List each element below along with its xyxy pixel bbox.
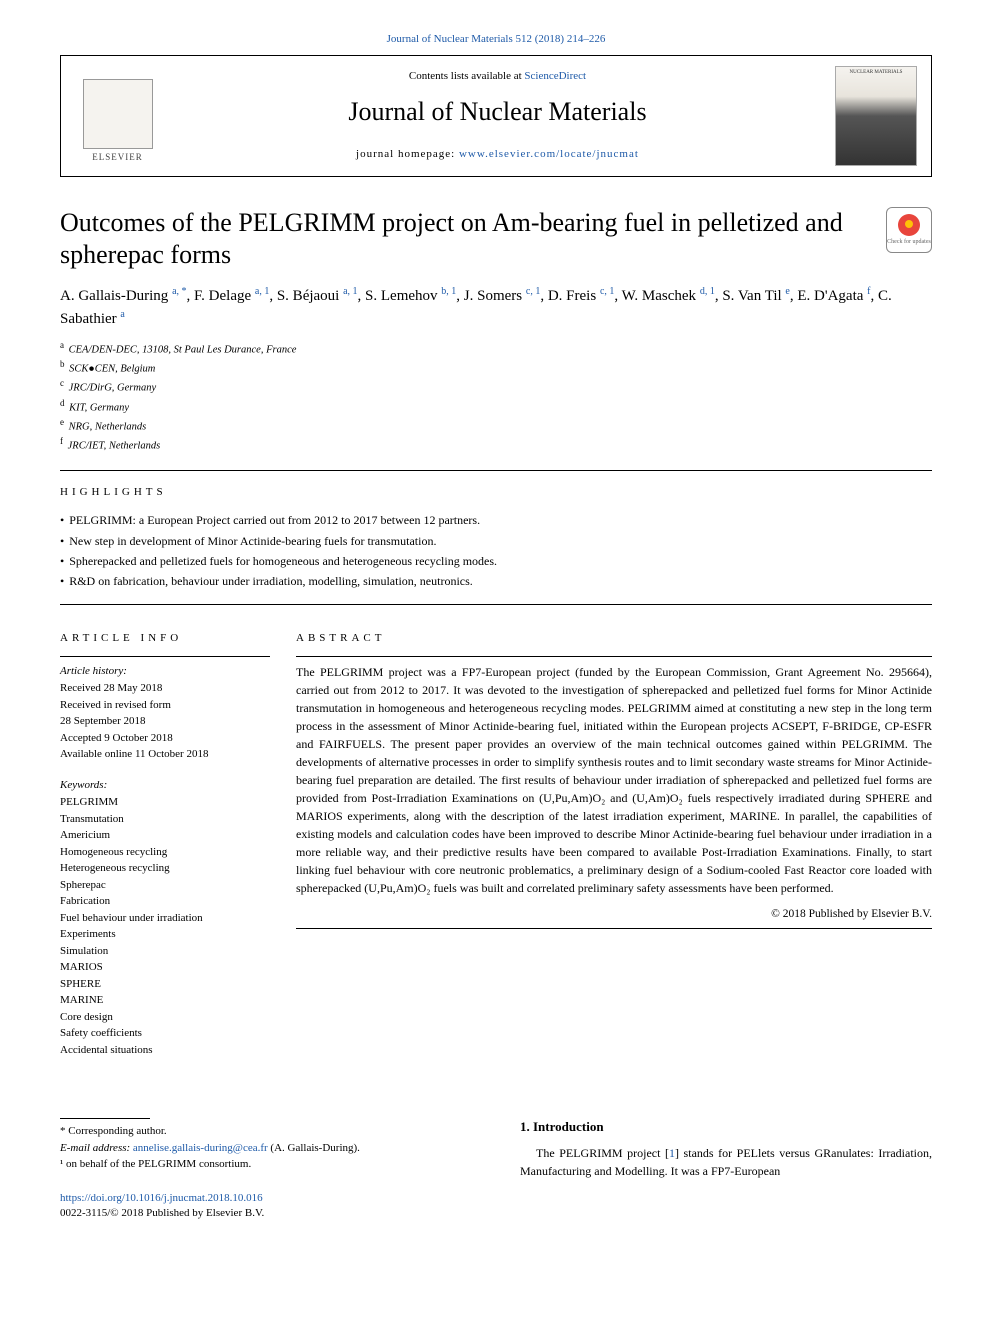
keyword: Core design — [60, 1009, 270, 1026]
journal-citation: Journal of Nuclear Materials 512 (2018) … — [60, 32, 932, 47]
consortium-note: ¹ on behalf of the PELGRIMM consortium. — [60, 1156, 480, 1173]
abstract-heading: ABSTRACT — [296, 631, 932, 646]
article-info-col: ARTICLE INFO Article history: Received 2… — [60, 617, 270, 1058]
keyword: Spherepac — [60, 877, 270, 894]
keyword: Accidental situations — [60, 1042, 270, 1059]
email-link[interactable]: annelise.gallais-during@cea.fr — [133, 1142, 268, 1154]
corresponding-author: * Corresponding author. — [60, 1123, 480, 1140]
affiliations: a CEA/DEN-DEC, 13108, St Paul Les Duranc… — [60, 339, 932, 455]
history-line: Available online 11 October 2018 — [60, 746, 270, 763]
highlight-item: PELGRIMM: a European Project carried out… — [60, 510, 932, 530]
affiliation: a CEA/DEN-DEC, 13108, St Paul Les Duranc… — [60, 339, 932, 358]
citation-link[interactable]: Journal of Nuclear Materials 512 (2018) … — [387, 33, 606, 45]
divider — [60, 656, 270, 657]
affiliation: d KIT, Germany — [60, 397, 932, 416]
check-updates-label: Check for updates — [887, 238, 931, 246]
divider — [60, 470, 932, 471]
crossmark-icon — [898, 214, 920, 236]
doi-link[interactable]: https://doi.org/10.1016/j.jnucmat.2018.1… — [60, 1192, 263, 1204]
elsevier-tree-icon — [83, 79, 153, 149]
email-line: E-mail address: annelise.gallais-during@… — [60, 1140, 480, 1157]
highlights-list: PELGRIMM: a European Project carried out… — [60, 510, 932, 592]
keyword: Experiments — [60, 926, 270, 943]
intro-text: The PELGRIMM project [1] stands for PELl… — [520, 1144, 932, 1180]
history-title: Article history: — [60, 663, 270, 680]
homepage-link[interactable]: www.elsevier.com/locate/jnucmat — [459, 148, 639, 160]
info-abstract-row: ARTICLE INFO Article history: Received 2… — [60, 617, 932, 1058]
keyword: Safety coefficients — [60, 1025, 270, 1042]
history-line: Received in revised form — [60, 697, 270, 714]
article-info-heading: ARTICLE INFO — [60, 631, 270, 646]
homepage-prefix: journal homepage: — [356, 148, 459, 160]
keywords-list: PELGRIMMTransmutationAmericiumHomogeneou… — [60, 794, 270, 1058]
keyword: Simulation — [60, 943, 270, 960]
doi-block: https://doi.org/10.1016/j.jnucmat.2018.1… — [60, 1191, 480, 1222]
footnotes: * Corresponding author. E-mail address: … — [60, 1118, 480, 1221]
keyword: SPHERE — [60, 976, 270, 993]
bottom-row: * Corresponding author. E-mail address: … — [60, 1118, 932, 1221]
check-updates-badge[interactable]: Check for updates — [886, 207, 932, 253]
intro-col: 1. Introduction The PELGRIMM project [1]… — [520, 1118, 932, 1221]
divider — [296, 656, 932, 657]
keyword: Fuel behaviour under irradiation — [60, 910, 270, 927]
abstract-col: ABSTRACT The PELGRIMM project was a FP7-… — [296, 617, 932, 1058]
footnote-rule — [60, 1118, 150, 1119]
abstract-text: The PELGRIMM project was a FP7-European … — [296, 663, 932, 897]
highlights-heading: HIGHLIGHTS — [60, 485, 932, 500]
divider — [296, 928, 932, 929]
journal-cover-thumbnail: NUCLEAR MATERIALS — [835, 66, 917, 166]
keyword: MARIOS — [60, 959, 270, 976]
highlight-item: R&D on fabrication, behaviour under irra… — [60, 571, 932, 591]
affiliation: e NRG, Netherlands — [60, 416, 932, 435]
journal-header: ELSEVIER Contents lists available at Sci… — [60, 55, 932, 177]
keyword: MARINE — [60, 992, 270, 1009]
history-line: Accepted 9 October 2018 — [60, 730, 270, 747]
email-author: (A. Gallais-During). — [268, 1142, 360, 1154]
email-label: E-mail address: — [60, 1142, 133, 1154]
intro-heading: 1. Introduction — [520, 1118, 932, 1136]
history-line: Received 28 May 2018 — [60, 680, 270, 697]
sciencedirect-link[interactable]: ScienceDirect — [524, 70, 586, 82]
keyword: Americium — [60, 827, 270, 844]
article-title: Outcomes of the PELGRIMM project on Am-b… — [60, 207, 870, 272]
affiliation: f JRC/IET, Netherlands — [60, 435, 932, 454]
contents-prefix: Contents lists available at — [409, 70, 524, 82]
header-center: Contents lists available at ScienceDirec… — [172, 69, 823, 162]
elsevier-label: ELSEVIER — [92, 151, 143, 163]
affiliation: c JRC/DirG, Germany — [60, 377, 932, 396]
affiliation: b SCK●CEN, Belgium — [60, 358, 932, 377]
copyright-line: © 2018 Published by Elsevier B.V. — [296, 907, 932, 923]
article-info: Article history: Received 28 May 2018Rec… — [60, 663, 270, 1059]
keyword: Homogeneous recycling — [60, 844, 270, 861]
intro-pre: The PELGRIMM project [ — [536, 1146, 669, 1160]
highlight-item: Spherepacked and pelletized fuels for ho… — [60, 551, 932, 571]
keyword: Transmutation — [60, 811, 270, 828]
homepage-line: journal homepage: www.elsevier.com/locat… — [172, 147, 823, 162]
keywords-title: Keywords: — [60, 777, 270, 794]
cover-label: NUCLEAR MATERIALS — [836, 70, 916, 77]
elsevier-logo: ELSEVIER — [75, 68, 160, 163]
history-line: 28 September 2018 — [60, 713, 270, 730]
issn-line: 0022-3115/© 2018 Published by Elsevier B… — [60, 1207, 264, 1219]
keyword: Heterogeneous recycling — [60, 860, 270, 877]
title-row: Outcomes of the PELGRIMM project on Am-b… — [60, 207, 932, 272]
history-lines: Received 28 May 2018Received in revised … — [60, 680, 270, 763]
divider — [60, 604, 932, 605]
contents-line: Contents lists available at ScienceDirec… — [172, 69, 823, 84]
highlight-item: New step in development of Minor Actinid… — [60, 531, 932, 551]
journal-name: Journal of Nuclear Materials — [172, 94, 823, 129]
highlights: PELGRIMM: a European Project carried out… — [60, 510, 932, 592]
authors: A. Gallais-During a, *, F. Delage a, 1, … — [60, 284, 932, 331]
keyword: PELGRIMM — [60, 794, 270, 811]
keyword: Fabrication — [60, 893, 270, 910]
